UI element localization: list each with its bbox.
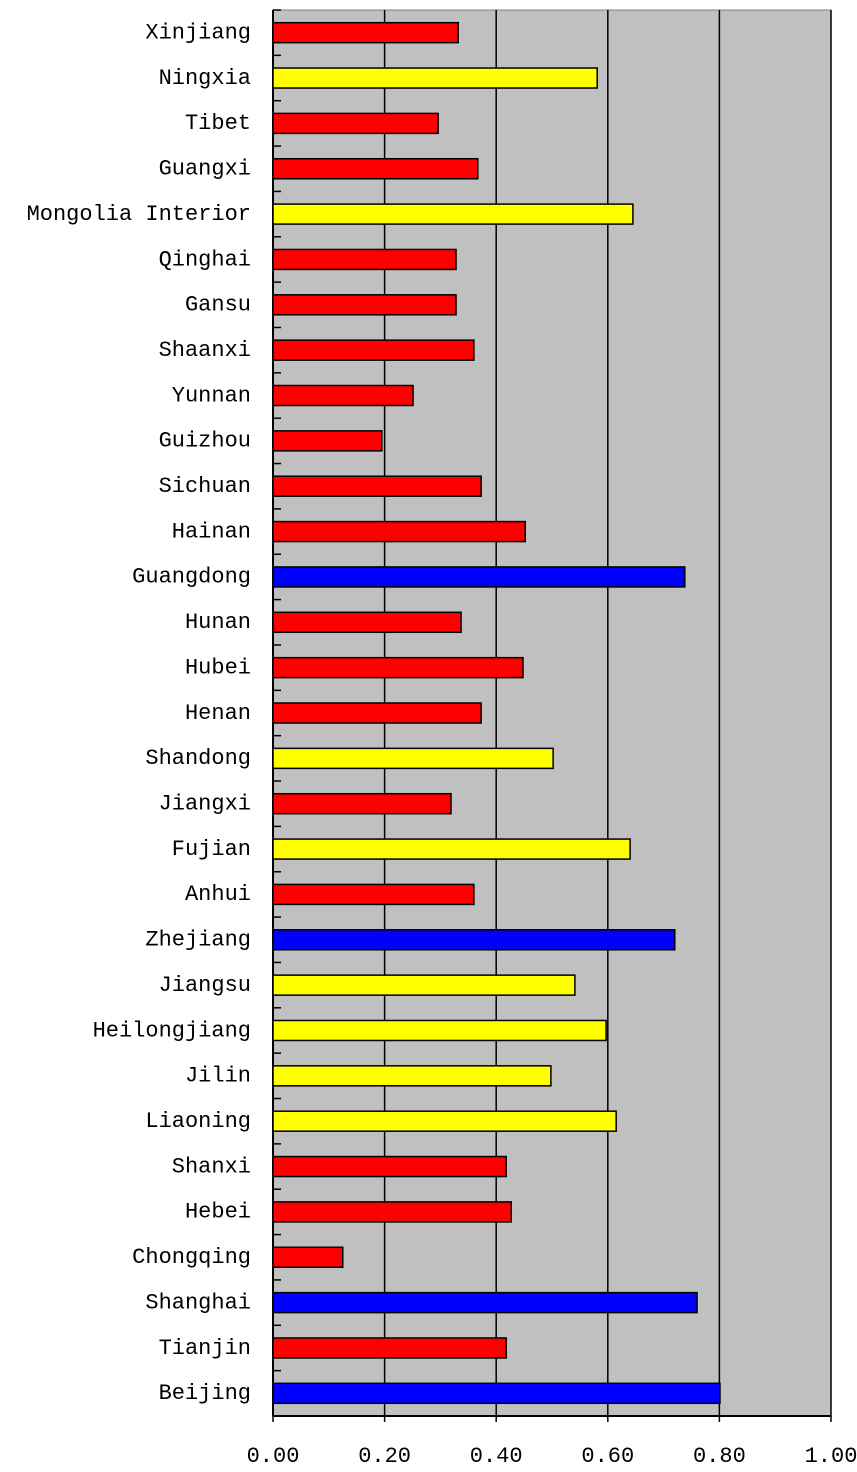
y-tick-label: Beijing — [159, 1381, 251, 1406]
bar — [272, 566, 686, 588]
y-tick-label: Jiangsu — [159, 973, 251, 998]
y-tick-label: Guangdong — [132, 565, 251, 590]
y-tick-label: Tibet — [185, 111, 251, 136]
bar — [272, 1246, 344, 1269]
y-tick-label: Hubei — [185, 655, 251, 680]
y-tick-label: Qinghai — [159, 247, 251, 272]
y-tick-label: Heilongjiang — [93, 1018, 251, 1043]
bar — [272, 702, 482, 724]
y-tick-label: Gansu — [185, 293, 251, 318]
bar — [272, 1382, 721, 1405]
x-tick-label: 1.00 — [805, 1444, 857, 1469]
y-tick-label: Guizhou — [159, 429, 251, 454]
bar — [272, 929, 676, 951]
bar — [272, 112, 439, 135]
y-tick-label: Xinjiang — [145, 20, 251, 45]
y-tick-label: Shanghai — [145, 1290, 251, 1315]
y-tick-label: Fujian — [172, 837, 251, 862]
y-tick-label: Henan — [185, 701, 251, 726]
bar — [272, 203, 634, 225]
bar — [272, 294, 457, 316]
bar — [272, 475, 482, 497]
bar — [272, 1019, 607, 1042]
bar — [272, 1155, 507, 1178]
x-tick-label: 0.60 — [581, 1444, 634, 1469]
bar — [272, 656, 524, 679]
y-tick-label: Shanxi — [172, 1154, 251, 1179]
bar — [272, 248, 457, 271]
y-tick-label: Hebei — [185, 1200, 251, 1225]
x-tick-label: 0.80 — [693, 1444, 746, 1469]
y-tick-label: Shandong — [145, 746, 251, 771]
y-tick-label: Tianjin — [159, 1336, 251, 1361]
y-tick-label: Hunan — [185, 610, 251, 635]
y-tick-label: Chongqing — [132, 1245, 251, 1270]
x-tick-label: 0.20 — [358, 1444, 411, 1469]
y-tick-label: Zhejiang — [145, 928, 251, 953]
bar — [272, 67, 598, 89]
y-tick-label: Jilin — [185, 1064, 251, 1089]
y-tick-label: Yunnan — [172, 383, 251, 408]
bar — [272, 339, 475, 361]
bar — [272, 974, 576, 996]
y-tick-label: Anhui — [185, 882, 251, 907]
bar — [272, 384, 414, 407]
y-tick-label: Sichuan — [159, 474, 251, 499]
y-tick-label: Mongolia Interior — [27, 202, 251, 227]
y-tick-label: Liaoning — [145, 1109, 251, 1134]
bar — [272, 157, 479, 180]
bar — [272, 747, 554, 770]
bar — [272, 883, 475, 906]
bar — [272, 838, 631, 860]
y-tick-label: Shaanxi — [159, 338, 251, 363]
bar — [272, 430, 383, 452]
y-tick-label: Hainan — [172, 519, 251, 544]
bar — [272, 611, 462, 634]
bar — [272, 792, 452, 815]
bar — [272, 21, 460, 44]
bar — [272, 1110, 617, 1132]
y-tick-label: Guangxi — [159, 157, 251, 182]
y-tick-label: Jiangxi — [159, 792, 251, 817]
bar — [272, 1291, 698, 1314]
x-tick-label: 0.00 — [247, 1444, 300, 1469]
bar — [272, 1201, 513, 1223]
bar — [272, 1337, 507, 1359]
bar — [272, 520, 526, 543]
y-tick-label: Ningxia — [159, 66, 251, 91]
x-tick-label: 0.40 — [470, 1444, 523, 1469]
bar — [272, 1065, 552, 1087]
